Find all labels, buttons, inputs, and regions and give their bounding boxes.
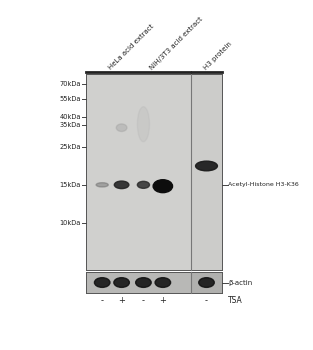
Bar — [86, 74, 191, 270]
Ellipse shape — [196, 161, 218, 171]
Text: HeLa acid extract: HeLa acid extract — [108, 23, 155, 71]
Text: β-actin: β-actin — [228, 280, 253, 286]
Bar — [191, 272, 222, 293]
Text: -: - — [101, 296, 104, 305]
Text: TSA: TSA — [228, 296, 243, 305]
Text: 55kDa: 55kDa — [59, 96, 81, 103]
Ellipse shape — [95, 278, 110, 287]
Ellipse shape — [137, 107, 150, 142]
Text: 10kDa: 10kDa — [60, 220, 81, 226]
Text: 25kDa: 25kDa — [59, 144, 81, 150]
Text: 40kDa: 40kDa — [59, 114, 81, 120]
Text: 35kDa: 35kDa — [60, 122, 81, 128]
Ellipse shape — [116, 124, 127, 132]
Text: -: - — [142, 296, 145, 305]
Ellipse shape — [114, 278, 129, 287]
Text: NIH/3T3 acid extract: NIH/3T3 acid extract — [149, 15, 204, 71]
Text: 70kDa: 70kDa — [59, 81, 81, 87]
Text: 15kDa: 15kDa — [60, 182, 81, 188]
Text: H3 protein: H3 protein — [202, 40, 233, 71]
Ellipse shape — [136, 278, 151, 287]
Text: +: + — [118, 296, 125, 305]
Ellipse shape — [153, 180, 172, 193]
Ellipse shape — [155, 278, 171, 287]
Text: Acetyl-Histone H3-K36: Acetyl-Histone H3-K36 — [228, 182, 299, 187]
Ellipse shape — [114, 181, 129, 189]
Bar — [191, 74, 222, 270]
Bar — [86, 272, 191, 293]
Ellipse shape — [199, 278, 214, 287]
Text: -: - — [205, 296, 208, 305]
Text: +: + — [159, 296, 166, 305]
Ellipse shape — [96, 183, 108, 187]
Ellipse shape — [137, 181, 150, 188]
